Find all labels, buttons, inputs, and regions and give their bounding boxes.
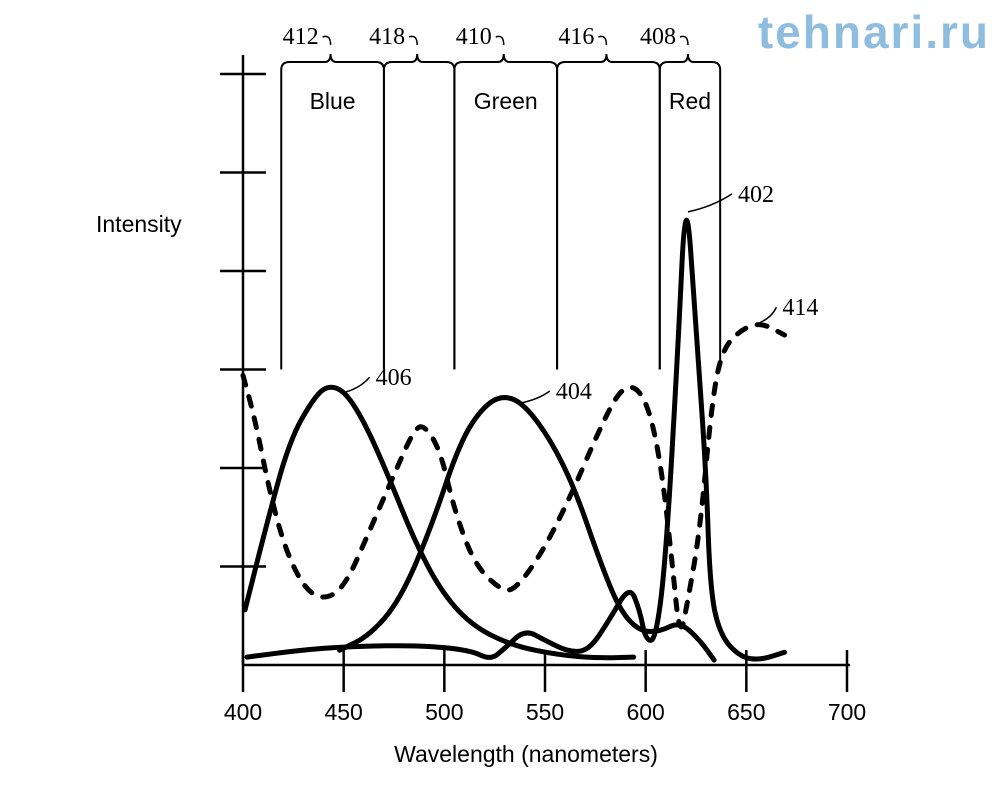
- series-ref-label: 402: [738, 182, 774, 208]
- axes: 400 450 500 550 600 650 700: [220, 55, 866, 725]
- series-leader: [760, 306, 778, 323]
- x-axis-label: Wavelength (nanometers): [394, 741, 658, 767]
- x-tick-label: 700: [828, 699, 866, 725]
- band-bracket: [658, 53, 722, 370]
- band-name: Red: [669, 88, 711, 114]
- band-bracket: [556, 53, 661, 370]
- band-ref-label: 412: [283, 24, 319, 50]
- band-bracket: [453, 53, 559, 370]
- series-ref-label: 406: [376, 365, 412, 391]
- band-leader: [322, 35, 332, 46]
- x-tick-label: 500: [425, 699, 463, 725]
- band-leader: [495, 35, 505, 46]
- band-leader: [598, 35, 608, 46]
- series-line-414: [240, 322, 788, 630]
- series-ref-label: 404: [556, 379, 592, 405]
- band-ref-label: 408: [640, 24, 676, 50]
- watermark: tehnari.ru: [758, 6, 990, 58]
- series-group: [240, 217, 788, 663]
- series-line-406: [242, 384, 637, 661]
- x-tick-label: 600: [626, 699, 664, 725]
- band-name: Green: [474, 88, 538, 114]
- series-leader: [345, 376, 371, 393]
- x-tick-label: 450: [324, 699, 362, 725]
- series-leader: [687, 193, 733, 213]
- band-bracket: [382, 53, 456, 370]
- series-labels: 406 404 402 414: [345, 182, 818, 405]
- band-ref-label: 418: [369, 24, 405, 50]
- filter-bands: 412 Blue 418 410 Green 416 408 Red: [280, 24, 722, 370]
- series-leader: [520, 390, 551, 404]
- band-name: Blue: [310, 88, 356, 114]
- y-axis-label: Intensity: [96, 211, 182, 237]
- band-ref-label: 410: [456, 24, 492, 50]
- x-tick-label: 650: [727, 699, 765, 725]
- band-leader: [679, 35, 689, 46]
- series-line-402: [244, 217, 788, 662]
- x-tick-label: 400: [224, 699, 262, 725]
- band-leader: [408, 35, 418, 46]
- band-bracket: [280, 53, 385, 370]
- band-ref-label: 416: [558, 24, 594, 50]
- series-ref-label: 414: [782, 295, 818, 321]
- x-tick-label: 550: [526, 699, 564, 725]
